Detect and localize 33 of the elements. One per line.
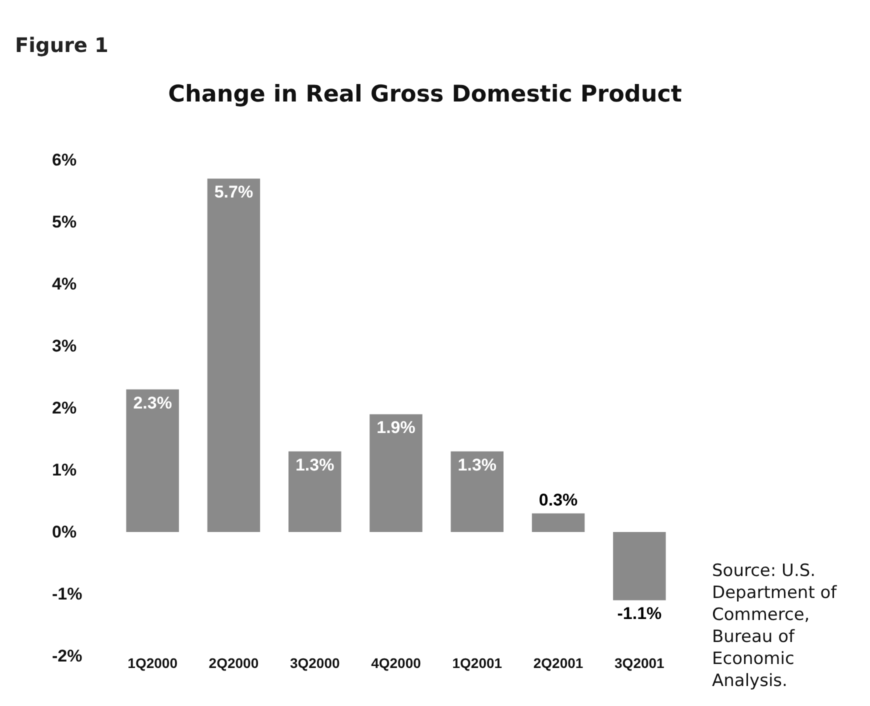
bar [370,414,422,532]
bar [126,389,179,532]
y-tick-label: 1% [52,460,77,480]
bar [613,532,666,600]
x-tick-label: 2Q2001 [533,655,584,671]
x-tick-label: 3Q2000 [290,655,340,671]
x-tick-label: 4Q2000 [371,655,422,671]
x-tick-label: 1Q2001 [452,655,502,671]
x-tick-label: 2Q2000 [208,655,259,671]
data-label: 2.3% [133,393,172,412]
bar [207,178,260,532]
data-label: 1.9% [376,418,416,438]
data-label: 0.3% [538,490,578,510]
y-tick-label: 5% [52,212,77,232]
y-tick-label: 4% [52,274,77,294]
caption: Figure 1 [15,33,108,57]
x-tick-label: 1Q2000 [128,655,178,671]
y-tick-label: -2% [52,646,82,666]
data-label: 5.7% [214,182,254,202]
y-tick-label: -1% [52,584,82,604]
y-tick-label: 0% [52,522,77,542]
y-tick-label: 3% [52,336,77,356]
data-label: 1.3% [295,455,334,474]
y-tick-label: 2% [52,398,77,418]
x-tick-label: 3Q2001 [614,655,665,671]
data-label: 1.3% [458,455,497,474]
bar [450,451,504,532]
source-note: Source: U.S. Department of Commerce, Bureau of Economic Analysis. [712,561,838,691]
y-tick-label: 6% [52,150,77,170]
data-label: -1.1% [617,604,662,624]
bar [532,513,585,532]
chart-title: Change in Real Gross Domestic Product [168,82,682,108]
bar [288,451,342,532]
